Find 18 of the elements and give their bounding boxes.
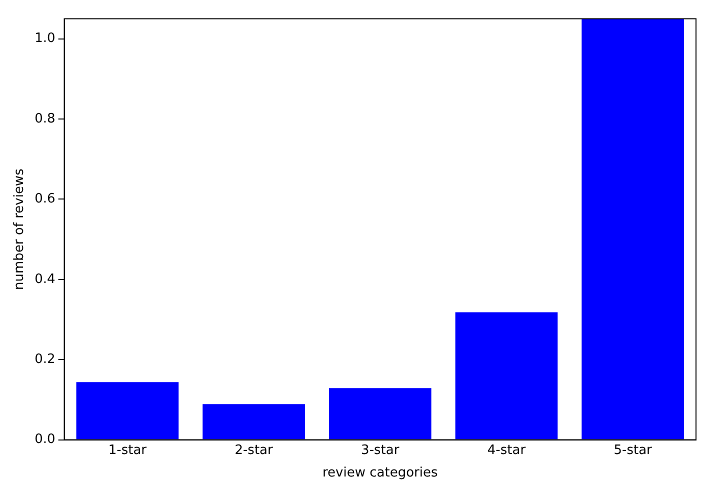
- x-tick-label: 3-star: [361, 442, 400, 458]
- y-tick-label: 0.0: [34, 432, 56, 448]
- y-tick-label: 0.2: [34, 352, 56, 367]
- y-tick-label: 0.4: [34, 272, 56, 287]
- y-tick-label: 0.8: [34, 111, 56, 126]
- y-tick-label: 0.6: [34, 192, 56, 207]
- x-tick-label: 5-star: [614, 442, 653, 458]
- bar: [76, 382, 179, 440]
- x-tick-label: 2-star: [234, 442, 274, 458]
- bar: [455, 312, 558, 440]
- y-axis-title: number of reviews: [12, 168, 28, 290]
- bar: [328, 388, 432, 440]
- bar: [202, 404, 305, 440]
- bar: [582, 18, 684, 440]
- y-tick-label: 1.0: [34, 31, 56, 46]
- x-tick-label: 1-star: [108, 442, 148, 458]
- x-axis-title: review categories: [322, 466, 438, 481]
- x-tick-label: 4-star: [487, 442, 526, 458]
